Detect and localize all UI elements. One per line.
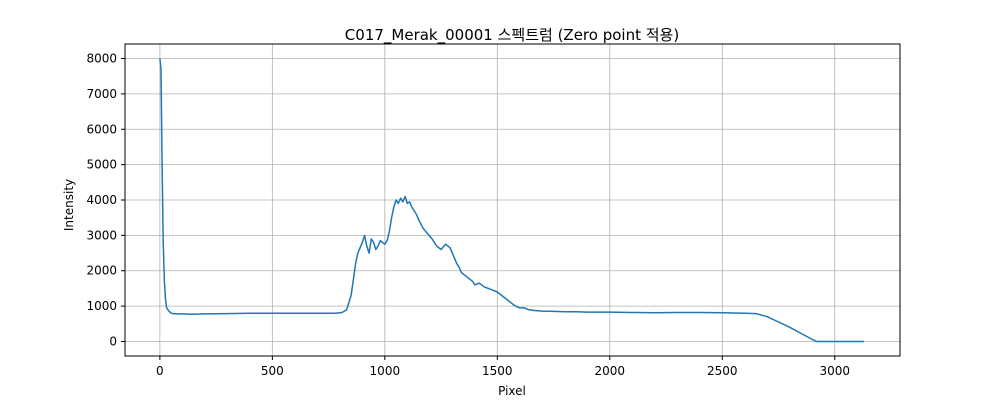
x-tick-label: 2000	[595, 364, 626, 378]
y-tick-label: 5000	[86, 158, 117, 172]
chart-title: C017_Merak_00001 스펙트럼 (Zero point 적용)	[345, 26, 679, 45]
x-axis-ticks: 0 500 1000 1500 2000 2500 3000	[156, 356, 850, 378]
x-tick-label: 1000	[370, 364, 401, 378]
y-axis-label: Intensity	[62, 179, 76, 231]
y-tick-label: 0	[109, 334, 117, 348]
y-tick-label: 3000	[86, 228, 117, 242]
y-tick-label: 8000	[86, 52, 117, 66]
x-tick-label: 3000	[819, 364, 850, 378]
series-layer	[159, 58, 864, 343]
x-axis-label: Pixel	[498, 384, 526, 398]
y-tick-label: 7000	[86, 87, 117, 101]
x-tick-label: 0	[156, 364, 164, 378]
x-tick-label: 500	[261, 364, 284, 378]
y-tick-label: 4000	[86, 193, 117, 207]
series-line	[159, 58, 864, 343]
grid-lines	[125, 44, 900, 356]
y-axis-ticks: 0 1000 2000 3000 4000 5000 6000 7000 8000	[86, 52, 125, 348]
x-tick-label: 2500	[707, 364, 738, 378]
y-tick-label: 1000	[86, 299, 117, 313]
x-tick-label: 1500	[482, 364, 513, 378]
y-tick-label: 6000	[86, 122, 117, 136]
y-tick-label: 2000	[86, 264, 117, 278]
